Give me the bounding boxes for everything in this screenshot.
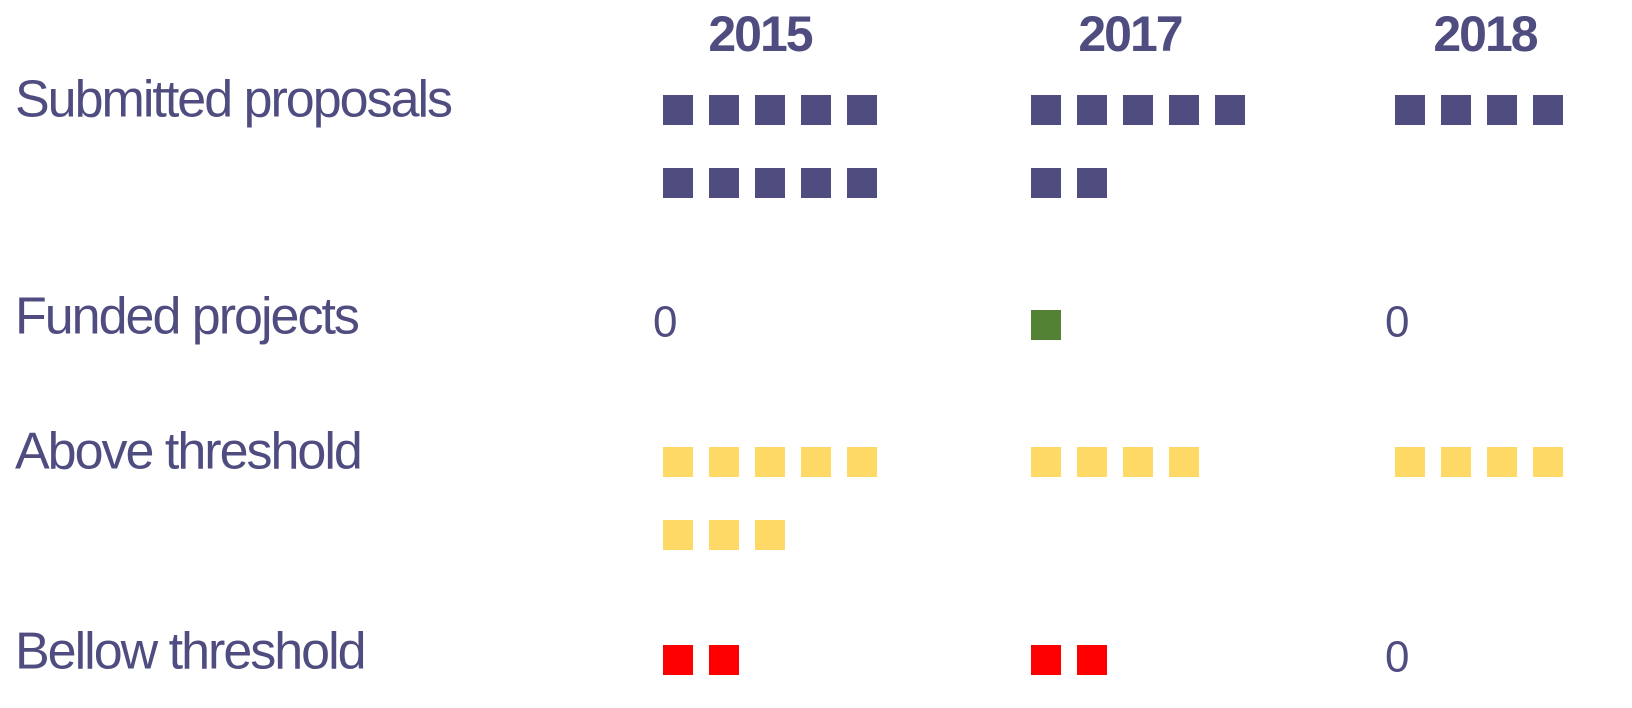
unit-square <box>709 447 739 477</box>
zero-label: 0 <box>1385 298 1409 347</box>
unit-square <box>1487 95 1517 125</box>
unit-square <box>1395 447 1425 477</box>
unit-square <box>1123 447 1153 477</box>
unit-square <box>1077 645 1107 675</box>
zero-label: 0 <box>1385 633 1409 682</box>
unit-square <box>1395 95 1425 125</box>
unit-square <box>709 645 739 675</box>
year-header: 2018 <box>1433 6 1537 62</box>
unit-square <box>1487 447 1517 477</box>
unit-square <box>1077 168 1107 198</box>
unit-square <box>847 95 877 125</box>
row-label: Bellow threshold <box>15 623 365 681</box>
unit-square <box>663 95 693 125</box>
unit-square <box>709 168 739 198</box>
unit-square <box>1031 310 1061 340</box>
unit-square <box>1215 95 1245 125</box>
unit-square <box>755 168 785 198</box>
unit-square <box>755 95 785 125</box>
year-header: 2017 <box>1078 6 1181 62</box>
unit-square <box>801 447 831 477</box>
unit-square <box>1441 95 1471 125</box>
unit-square <box>1169 447 1199 477</box>
unit-square <box>663 168 693 198</box>
unit-square <box>1031 168 1061 198</box>
row-label: Submitted proposals <box>15 71 452 129</box>
row-label: Above threshold <box>15 423 361 481</box>
unit-square <box>709 95 739 125</box>
unit-square <box>755 520 785 550</box>
unit-square <box>1031 645 1061 675</box>
year-header: 2015 <box>708 6 812 62</box>
zero-label: 0 <box>653 298 677 347</box>
unit-square <box>1031 447 1061 477</box>
unit-square <box>801 168 831 198</box>
unit-square <box>1533 95 1563 125</box>
unit-square <box>1441 447 1471 477</box>
unit-square <box>801 95 831 125</box>
unit-square <box>1031 95 1061 125</box>
unit-square <box>663 645 693 675</box>
unit-square <box>663 447 693 477</box>
unit-square <box>847 447 877 477</box>
unit-square <box>709 520 739 550</box>
unit-square <box>755 447 785 477</box>
unit-square <box>1169 95 1199 125</box>
unit-square <box>1533 447 1563 477</box>
unit-square <box>1077 447 1107 477</box>
unit-square <box>663 520 693 550</box>
unit-square <box>1123 95 1153 125</box>
unit-square <box>1077 95 1107 125</box>
unit-square <box>847 168 877 198</box>
row-label: Funded projects <box>15 288 359 346</box>
